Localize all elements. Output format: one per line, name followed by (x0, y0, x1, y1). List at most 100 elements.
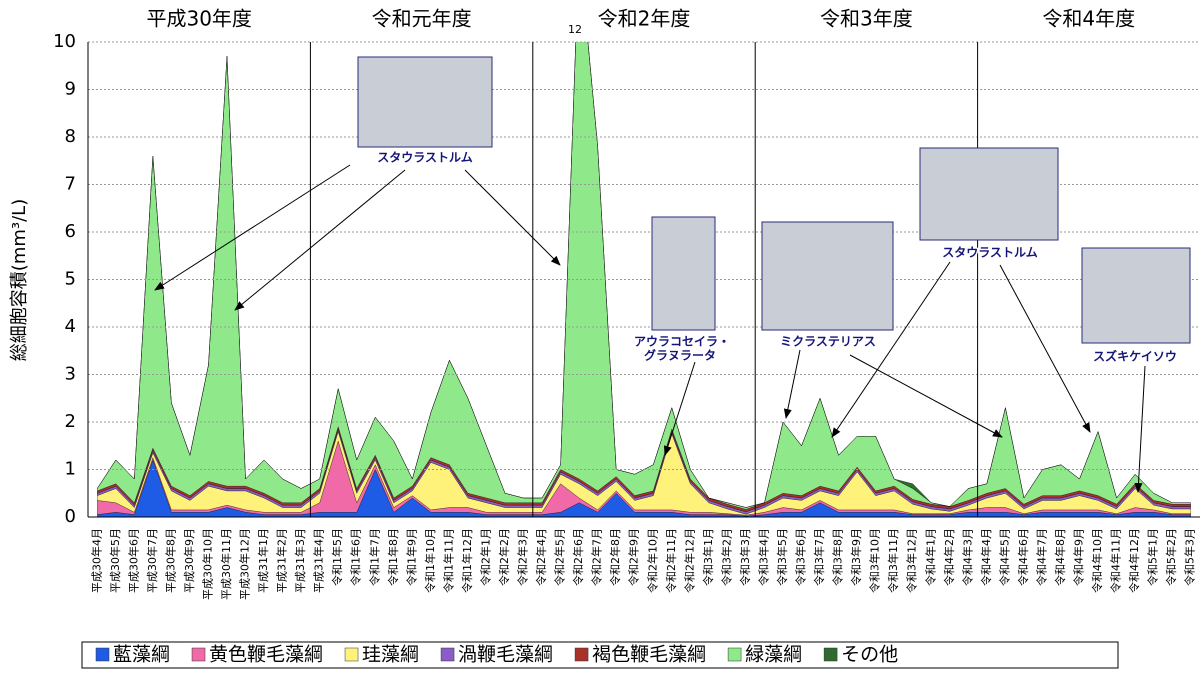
x-tick-label: 令和2年1月 (478, 528, 492, 586)
legend-box (81, 641, 1119, 669)
arrow (783, 349, 801, 419)
x-tick-label: 令和1年11月 (441, 528, 455, 593)
x-tick-label: 平成31年1月 (256, 528, 270, 593)
photo (651, 216, 716, 331)
x-tick-label: 平成30年11月 (219, 528, 233, 600)
x-tick-label: 令和2年7月 (590, 528, 604, 586)
arrow (464, 169, 561, 266)
legend-swatch (191, 647, 206, 662)
annotation: スタウラストルム (942, 246, 1038, 260)
section-title: 令和3年度 (820, 7, 913, 31)
x-tick-label: 令和1年12月 (460, 528, 474, 593)
y-tick-label: 7 (65, 174, 76, 195)
legend-label: 褐色鞭毛藻綱 (592, 644, 706, 666)
y-tick-label: 10 (53, 31, 76, 52)
y-tick-label: 3 (65, 364, 76, 385)
annotation: グラヌラータ (644, 348, 716, 363)
x-tick-label: 令和3年11月 (886, 528, 900, 593)
x-tick-label: 令和3年6月 (794, 528, 808, 586)
legend-label: 渦鞭毛藻綱 (458, 644, 553, 666)
legend-swatch (95, 647, 110, 662)
annotation: 12 (568, 23, 582, 36)
y-tick-label: 0 (65, 506, 76, 527)
x-tick-label: 令和2年4月 (534, 528, 548, 586)
x-tick-label: 令和4年1月 (923, 528, 937, 586)
annotation: ミクラステリアス (780, 335, 876, 349)
x-tick-label: 令和3年12月 (905, 528, 919, 593)
x-tick-label: 令和3年9月 (849, 528, 863, 586)
x-tick-label: 令和4年12月 (1127, 528, 1141, 593)
annotation: スタウラストルム (377, 151, 473, 165)
photo (919, 147, 1059, 241)
x-tick-label: 平成30年12月 (238, 528, 252, 600)
area (97, 42, 1191, 508)
x-tick-label: 令和4年7月 (1034, 528, 1048, 586)
legend-swatch (344, 647, 359, 662)
x-tick-label: 令和4年3月 (960, 528, 974, 586)
photo (761, 221, 894, 331)
x-tick-label: 令和5年1月 (1146, 528, 1160, 586)
x-tick-label: 令和1年5月 (330, 528, 344, 586)
x-tick-label: 平成30年9月 (182, 528, 196, 593)
arrow (1134, 365, 1146, 493)
x-tick-label: 平成31年4月 (312, 528, 326, 593)
x-tick-label: 令和4年11月 (1109, 528, 1123, 593)
arrow (234, 169, 406, 311)
legend-label: 黄色鞭毛藻綱 (209, 644, 323, 666)
y-tick-label: 5 (65, 269, 76, 290)
photo (1081, 247, 1191, 344)
legend-label: 珪藻綱 (362, 644, 419, 666)
overlay: 12 スタウラストルム アウラコセイラ・ グラヌラータ ミクラステリアス スタウ… (154, 23, 1191, 493)
section-title: 令和元年度 (372, 7, 472, 31)
x-tick-label: 令和2年5月 (553, 528, 567, 586)
x-tick-label: 平成30年8月 (163, 528, 177, 593)
annotation: スズキケイソウ (1093, 349, 1177, 364)
x-tick-label: 令和4年9月 (1072, 528, 1086, 586)
y-tick-label: 8 (65, 126, 76, 147)
arrow (999, 264, 1091, 433)
section-title: 令和4年度 (1042, 7, 1135, 31)
x-tick-label: 令和2年10月 (645, 528, 659, 593)
x-tick-label: 令和2年2月 (497, 528, 511, 586)
x-tick-label: 令和1年6月 (349, 528, 363, 586)
x-tick-label: 令和4年4月 (979, 528, 993, 586)
x-tick-label: 令和3年5月 (775, 528, 789, 586)
x-tick-label: 平成30年10月 (200, 528, 214, 600)
legend-label: その他 (841, 644, 898, 666)
x-tick-label: 令和5年2月 (1164, 528, 1178, 586)
x-tick-label: 令和4年6月 (1016, 528, 1030, 586)
x-tick-label: 令和1年9月 (404, 528, 418, 586)
x-tick-label: 令和3年1月 (701, 528, 715, 586)
y-tick-label: 4 (65, 316, 76, 337)
x-tick-label: 令和2年12月 (682, 528, 696, 593)
y-tick-label: 6 (65, 221, 76, 242)
legend-swatch (823, 647, 838, 662)
annotation: アウラコセイラ・ (634, 335, 730, 349)
x-tick-label: 令和1年7月 (367, 528, 381, 586)
legend-swatch (727, 647, 742, 662)
x-tick-label: 平成31年2月 (275, 528, 289, 593)
y-axis-label: 総細胞容積(mm³/L) (9, 199, 30, 361)
x-tick-label: 令和2年8月 (608, 528, 622, 586)
x-tick-label: 平成30年7月 (145, 528, 159, 593)
x-tick-label: 令和4年8月 (1053, 528, 1067, 586)
x-tick-label: 令和2年9月 (627, 528, 641, 586)
arrow (154, 164, 351, 291)
legend-swatch (574, 647, 589, 662)
x-tick-label: 令和1年8月 (386, 528, 400, 586)
y-tick-label: 9 (65, 79, 76, 100)
x-tick-label: 令和3年3月 (738, 528, 752, 586)
x-tick-label: 令和3年10月 (868, 528, 882, 593)
x-tick-label: 平成31年3月 (293, 528, 307, 593)
legend-label: 藍藻綱 (113, 644, 170, 666)
x-tick-label: 令和3年4月 (756, 528, 770, 586)
x-tick-label: 令和3年7月 (812, 528, 826, 586)
arrow (663, 361, 696, 456)
legend-label: 緑藻綱 (745, 644, 802, 666)
legend-swatch (440, 647, 455, 662)
x-tick-label: 令和5年3月 (1183, 528, 1197, 586)
x-tick-label: 令和3年2月 (719, 528, 733, 586)
x-tick-label: 令和4年10月 (1090, 528, 1104, 593)
arrow (831, 261, 951, 438)
